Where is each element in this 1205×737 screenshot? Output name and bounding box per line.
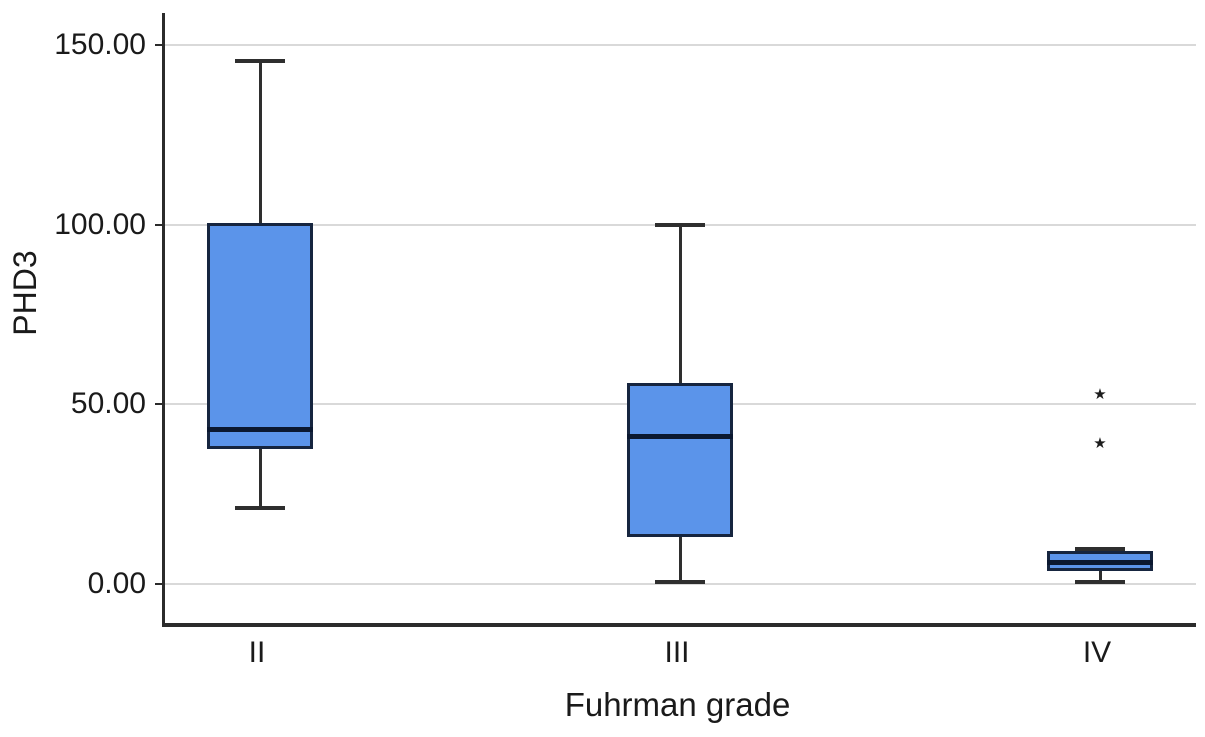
x-axis-title: Fuhrman grade	[564, 686, 791, 723]
x-tick-label: IV	[1082, 636, 1112, 669]
plot-area: ★ ★	[155, 13, 1196, 627]
box-iqr	[207, 222, 313, 449]
whisker-cap-lower	[655, 579, 705, 584]
y-axis-tick	[155, 223, 162, 226]
y-tick-label: 100.00	[54, 207, 146, 241]
box-iqr	[627, 382, 733, 537]
whisker-cap-lower	[1075, 579, 1125, 584]
median-line	[627, 433, 733, 439]
y-tick-label: 50.00	[70, 387, 146, 421]
whisker-cap-upper	[655, 222, 705, 227]
y-gridline	[165, 44, 1196, 47]
y-axis-tick	[155, 582, 162, 585]
whisker-cap-lower	[235, 506, 285, 511]
outlier-star-icon: ★	[1093, 434, 1107, 452]
y-axis-tick	[155, 44, 162, 47]
median-line	[1047, 559, 1153, 565]
whisker-cap-upper	[1075, 547, 1125, 552]
y-tick-label: 150.00	[54, 28, 146, 62]
median-line	[207, 426, 313, 432]
y-axis-tick	[155, 403, 162, 406]
whisker-cap-upper	[235, 59, 285, 64]
x-tick-label: III	[664, 636, 690, 669]
outlier-star-icon: ★	[1093, 386, 1107, 404]
y-tick-label: 0.00	[87, 566, 146, 600]
x-tick-label: II	[248, 636, 266, 669]
